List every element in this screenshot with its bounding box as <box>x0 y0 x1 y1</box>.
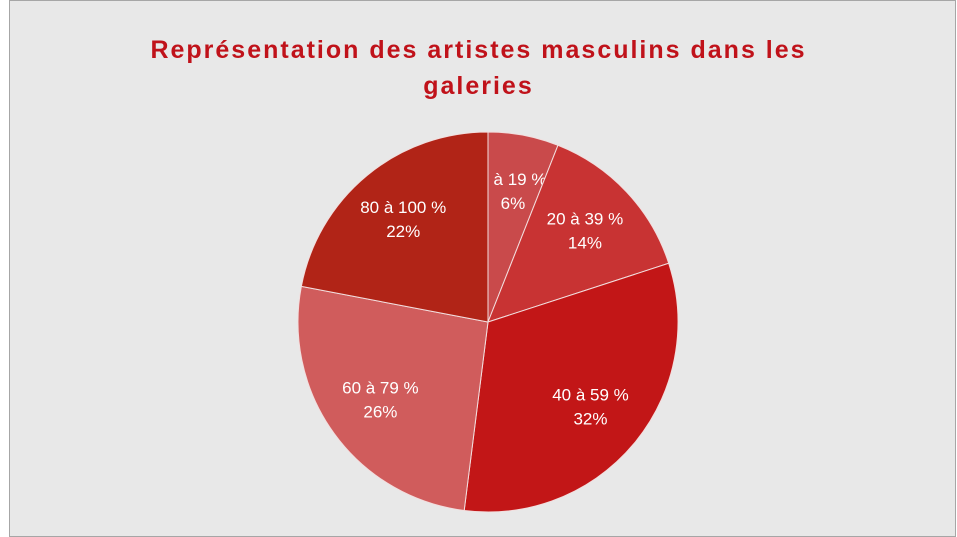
pie-slice <box>297 285 489 512</box>
value-label: 22% <box>386 222 420 241</box>
slice-label: 40 à 59 % <box>552 385 629 404</box>
value-label: 32% <box>573 409 607 428</box>
pie-slice <box>463 262 679 513</box>
value-label: 6% <box>501 194 526 213</box>
slice-label: 60 à 79 % <box>342 379 419 398</box>
chart-title: Représentation des artistes masculins da… <box>150 36 807 100</box>
pie-slice <box>300 131 489 323</box>
slice-label: 80 à 100 % <box>360 198 446 217</box>
value-label: 14% <box>568 233 602 252</box>
slice-label: 20 à 39 % <box>547 209 624 228</box>
slice-label: 0 à 19 % <box>479 170 546 189</box>
value-label: 26% <box>363 403 397 422</box>
